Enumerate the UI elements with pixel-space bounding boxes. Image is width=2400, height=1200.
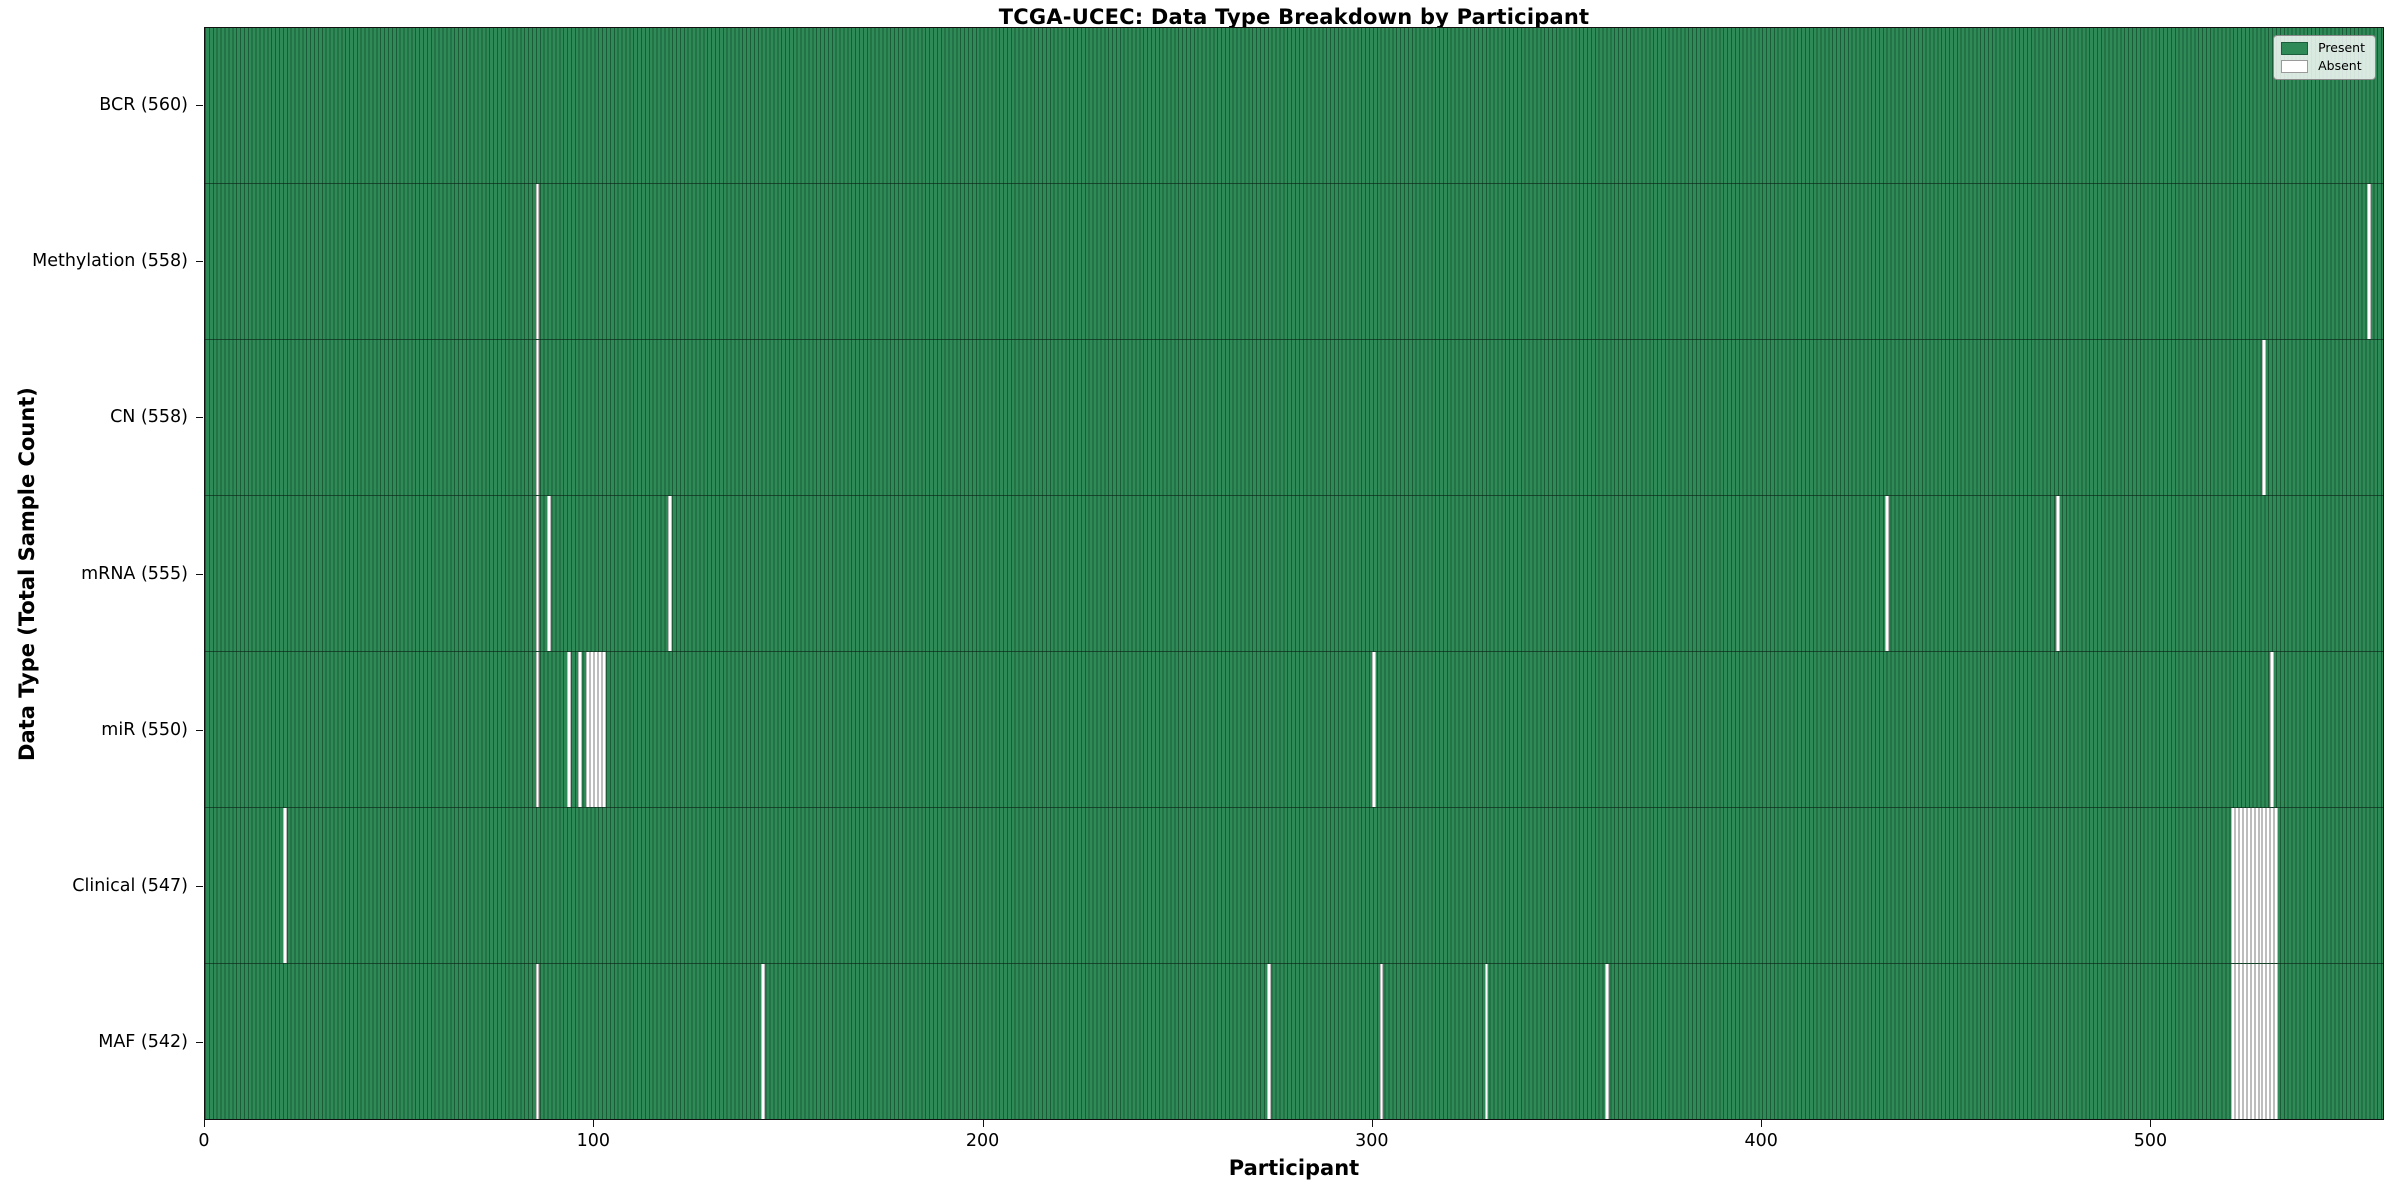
y-tick-label-CN: CN (558) bbox=[110, 407, 188, 428]
y-tick-label-Clinical: Clinical (547) bbox=[72, 875, 188, 896]
absent-bar-mRNA-119 bbox=[667, 496, 672, 651]
absent-bar-MAF-360 bbox=[1605, 964, 1610, 1119]
legend-label-present: Present bbox=[2318, 40, 2365, 56]
data-type-row-Clinical bbox=[205, 807, 2383, 963]
absent-bar-miR-100 bbox=[593, 652, 598, 807]
absent-bar-MAF-302 bbox=[1379, 964, 1384, 1119]
absent-bar-Clinical-532 bbox=[2274, 808, 2278, 963]
absent-bar-miR-96 bbox=[578, 652, 583, 807]
x-tick-mark-100 bbox=[593, 1120, 595, 1127]
absent-bar-miR-101 bbox=[597, 652, 602, 807]
absent-bar-MAF-522 bbox=[2235, 964, 2240, 1119]
legend-label-absent: Absent bbox=[2318, 58, 2362, 74]
absent-bar-CN-529 bbox=[2262, 340, 2267, 495]
absent-bar-Methylation-85 bbox=[535, 184, 540, 339]
absent-bar-Clinical-529 bbox=[2262, 808, 2267, 963]
absent-bar-MAF-329 bbox=[1484, 964, 1489, 1119]
absent-bar-miR-98 bbox=[586, 652, 591, 807]
absent-bar-MAF-529 bbox=[2262, 964, 2267, 1119]
data-type-row-CN bbox=[205, 339, 2383, 495]
x-tick-label-0: 0 bbox=[198, 1131, 210, 1151]
data-type-row-mRNA bbox=[205, 495, 2383, 651]
absent-bar-MAF-530 bbox=[2266, 964, 2271, 1119]
absent-bar-MAF-521 bbox=[2231, 964, 2236, 1119]
y-tick-label-BCR: BCR (560) bbox=[99, 95, 188, 116]
absent-bar-miR-300 bbox=[1371, 652, 1376, 807]
y-tick-label-mRNA: mRNA (555) bbox=[81, 563, 188, 584]
absent-bar-MAF-531 bbox=[2270, 964, 2275, 1119]
absent-bar-MAF-528 bbox=[2258, 964, 2263, 1119]
legend-swatch-absent bbox=[2281, 60, 2309, 73]
y-tick-mark-MAF bbox=[196, 1041, 203, 1043]
absent-bar-MAF-143 bbox=[761, 964, 766, 1119]
legend-swatch-present bbox=[2281, 42, 2309, 55]
absent-bar-Clinical-528 bbox=[2258, 808, 2263, 963]
absent-bar-Clinical-525 bbox=[2246, 808, 2251, 963]
absent-bar-mRNA-85 bbox=[535, 496, 540, 651]
data-type-row-miR bbox=[205, 651, 2383, 807]
x-tick-mark-500 bbox=[2150, 1120, 2152, 1127]
absent-bar-Clinical-20 bbox=[282, 808, 287, 963]
absent-bar-Clinical-531 bbox=[2270, 808, 2275, 963]
x-tick-mark-300 bbox=[1371, 1120, 1373, 1127]
y-tick-mark-BCR bbox=[196, 105, 203, 107]
legend-entry-present: Present bbox=[2281, 42, 2365, 55]
legend: Present Absent bbox=[2273, 35, 2376, 80]
absent-bar-MAF-532 bbox=[2274, 964, 2278, 1119]
absent-bar-Clinical-527 bbox=[2254, 808, 2259, 963]
absent-bar-Clinical-523 bbox=[2239, 808, 2243, 963]
absent-bar-MAF-526 bbox=[2250, 964, 2255, 1119]
x-tick-mark-400 bbox=[1761, 1120, 1763, 1127]
x-tick-label-100: 100 bbox=[576, 1131, 610, 1151]
absent-bar-miR-85 bbox=[535, 652, 540, 807]
y-tick-mark-CN bbox=[196, 417, 203, 419]
absent-bar-miR-99 bbox=[590, 652, 594, 807]
absent-bar-miR-102 bbox=[601, 652, 606, 807]
absent-bar-MAF-523 bbox=[2239, 964, 2243, 1119]
y-tick-mark-Clinical bbox=[196, 885, 203, 887]
chart-title: TCGA-UCEC: Data Type Breakdown by Partic… bbox=[998, 5, 1590, 29]
absent-bar-mRNA-476 bbox=[2056, 496, 2061, 651]
absent-bar-MAF-525 bbox=[2246, 964, 2251, 1119]
x-tick-mark-200 bbox=[982, 1120, 984, 1127]
plot-area: Present Absent bbox=[204, 27, 2384, 1120]
y-tick-mark-miR bbox=[196, 729, 203, 731]
x-tick-label-200: 200 bbox=[965, 1131, 1000, 1151]
absent-bar-mRNA-432 bbox=[1885, 496, 1890, 651]
y-tick-label-MAF: MAF (542) bbox=[98, 1031, 188, 1052]
x-tick-label-300: 300 bbox=[1355, 1131, 1389, 1151]
absent-bar-miR-93 bbox=[566, 652, 571, 807]
data-type-row-MAF bbox=[205, 963, 2383, 1119]
absent-bar-mRNA-88 bbox=[547, 496, 552, 651]
absent-bar-Clinical-530 bbox=[2266, 808, 2271, 963]
absent-bar-Clinical-521 bbox=[2231, 808, 2236, 963]
absent-bar-Clinical-524 bbox=[2242, 808, 2247, 963]
data-type-row-BCR bbox=[205, 28, 2383, 183]
absent-bar-Clinical-522 bbox=[2235, 808, 2240, 963]
y-tick-label-Methylation: Methylation (558) bbox=[32, 251, 188, 272]
absent-bar-Methylation-556 bbox=[2367, 184, 2372, 339]
absent-bar-MAF-273 bbox=[1266, 964, 1271, 1119]
data-type-row-Methylation bbox=[205, 183, 2383, 339]
x-tick-label-500: 500 bbox=[2133, 1131, 2168, 1151]
x-axis-label: Participant bbox=[1228, 1156, 1360, 1180]
absent-bar-MAF-524 bbox=[2242, 964, 2247, 1119]
x-tick-label-400: 400 bbox=[1744, 1131, 1778, 1151]
absent-bar-MAF-527 bbox=[2254, 964, 2259, 1119]
x-tick-mark-0 bbox=[204, 1120, 205, 1127]
y-tick-mark-mRNA bbox=[196, 573, 203, 575]
y-tick-label-miR: miR (550) bbox=[101, 719, 188, 740]
absent-bar-MAF-85 bbox=[535, 964, 540, 1119]
absent-bar-miR-531 bbox=[2270, 652, 2275, 807]
y-tick-mark-Methylation bbox=[196, 261, 203, 263]
absent-bar-Clinical-526 bbox=[2250, 808, 2255, 963]
legend-entry-absent: Absent bbox=[2281, 60, 2365, 73]
absent-bar-CN-85 bbox=[535, 340, 540, 495]
presence-matrix bbox=[205, 28, 2383, 1119]
